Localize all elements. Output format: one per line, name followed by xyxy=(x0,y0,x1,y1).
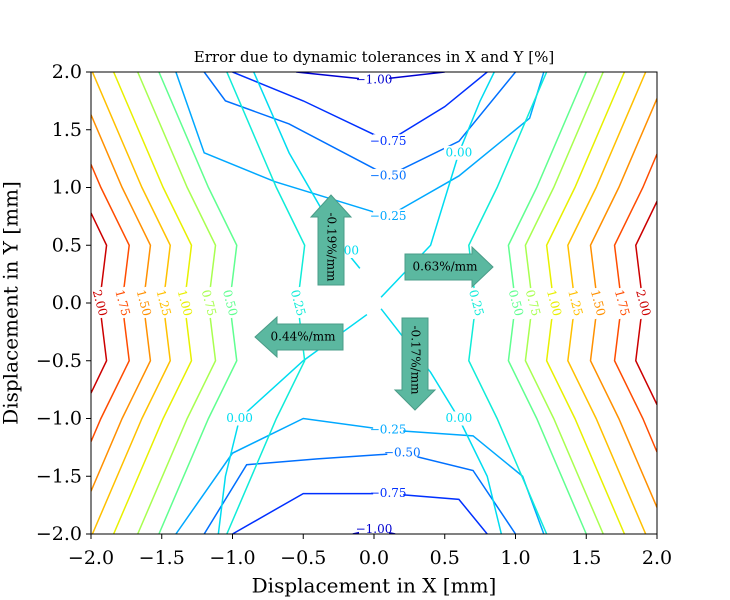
contour-label-bg xyxy=(197,286,220,320)
contour-label: 0.00 xyxy=(446,411,473,425)
contour-label-bg xyxy=(504,286,527,320)
x-tick-label: −2.0 xyxy=(68,547,114,569)
y-tick-label: −0.5 xyxy=(36,350,82,372)
annotation: -0.19%/mm xyxy=(325,213,339,283)
contour-label-bg xyxy=(286,286,309,320)
contour-label: 0.50 xyxy=(506,288,526,317)
contour-label: 0.25 xyxy=(288,288,308,317)
annotation: -0.17%/mm xyxy=(409,326,423,396)
y-tick-label: −2.0 xyxy=(36,523,82,545)
x-tick-label: −0.5 xyxy=(280,547,326,569)
contour-label: 1.25 xyxy=(565,288,585,317)
contour-label-bg xyxy=(132,286,154,320)
contour-label-bg xyxy=(111,286,133,320)
contour-label-bg xyxy=(359,73,389,88)
arrow-up xyxy=(309,194,353,286)
contour-label: −0.75 xyxy=(370,134,407,148)
contour-label: 2.00 xyxy=(633,288,653,317)
annotation: 0.63%/mm xyxy=(413,260,479,274)
x-tick-label: 2.0 xyxy=(642,547,672,569)
contour-label: −0.25 xyxy=(370,209,407,223)
contour-label: 1.25 xyxy=(153,288,173,317)
contour-label-bg xyxy=(359,522,389,537)
arrow-left xyxy=(254,315,344,359)
y-axis-label: Displacement in Y [mm] xyxy=(0,181,23,425)
x-tick-label: 0.0 xyxy=(359,547,389,569)
y-tick-label: −1.0 xyxy=(36,408,82,430)
y-tick-label: 0.5 xyxy=(52,234,82,256)
arrow-down xyxy=(393,317,437,411)
y-tick-label: 1.5 xyxy=(52,119,82,141)
contour-label-bg xyxy=(465,286,487,320)
contour-label: −1.00 xyxy=(356,522,393,536)
contour-label-bg xyxy=(173,286,196,320)
chart-title: Error due to dynamic tolerances in X and… xyxy=(194,48,554,66)
y-tick-label: 1.0 xyxy=(52,177,82,199)
y-tick-label: −1.5 xyxy=(36,465,82,487)
x-tick-label: 0.5 xyxy=(430,547,460,569)
x-axis-label: Displacement in X [mm] xyxy=(252,574,497,598)
contour-label-bg xyxy=(373,134,404,149)
contour-label-bg xyxy=(564,286,586,320)
y-tick-label: 2.0 xyxy=(52,61,82,83)
contour-label: 1.50 xyxy=(588,288,608,317)
contour-label-bg xyxy=(224,411,255,426)
x-tick-label: 1.0 xyxy=(500,547,530,569)
contour-label: −1.00 xyxy=(356,73,393,87)
x-tick-label: −1.5 xyxy=(139,547,185,569)
contour-label: 2.00 xyxy=(90,288,110,317)
contour-label-bg xyxy=(219,286,241,320)
contour-label: 0.75 xyxy=(523,288,543,317)
contour-label-bg xyxy=(521,286,544,320)
contour-label-bg xyxy=(586,286,609,320)
contour-label-bg xyxy=(88,286,111,320)
contour-label-bg xyxy=(373,168,404,183)
contour-label-bg xyxy=(373,209,404,224)
contour-label: 0.25 xyxy=(466,288,486,317)
contour-label: −0.25 xyxy=(370,423,407,437)
contour-label: 1.00 xyxy=(544,288,564,317)
x-tick-label: −1.0 xyxy=(209,547,255,569)
arrow-right xyxy=(404,245,494,289)
y-tick-label: 0.0 xyxy=(52,292,82,314)
contour-label: 1.75 xyxy=(112,288,132,317)
contour-label: −0.75 xyxy=(370,486,407,500)
contour-label: 0.00 xyxy=(226,411,253,425)
contour-label: 0.50 xyxy=(220,288,240,317)
contour-label-bg xyxy=(632,286,654,320)
contour-label-bg xyxy=(543,286,565,320)
contour-label-bg xyxy=(387,446,418,461)
contour-label-bg xyxy=(152,286,174,320)
contour-label: 0.75 xyxy=(199,288,219,317)
annotation: 0.44%/mm xyxy=(271,330,337,344)
annotations: -0.19%/mm 0.63%/mm 0.44%/mm -0.17%/mm xyxy=(254,194,494,411)
contour-line xyxy=(203,452,517,534)
contour-label: 0.00 xyxy=(446,145,473,159)
contour-label: −0.50 xyxy=(384,446,421,460)
contour-label: −0.50 xyxy=(370,168,407,182)
contour-label-bg xyxy=(443,145,474,160)
contour-label-bg xyxy=(443,411,474,426)
contour-label: 1.50 xyxy=(134,288,154,317)
contour-label-bg xyxy=(373,423,404,438)
x-tick-label: 1.5 xyxy=(571,547,601,569)
contour-label: 1.75 xyxy=(612,288,632,317)
contour-label-bg xyxy=(373,486,404,501)
contour-labels: −1.00 −1.00 −0.75 −0.75 −0.50 −0.50 −0.25 −0.25… xyxy=(88,73,654,537)
contour-label: 1.00 xyxy=(175,288,195,317)
contour-label-bg xyxy=(610,286,633,320)
contour-line xyxy=(253,72,361,269)
